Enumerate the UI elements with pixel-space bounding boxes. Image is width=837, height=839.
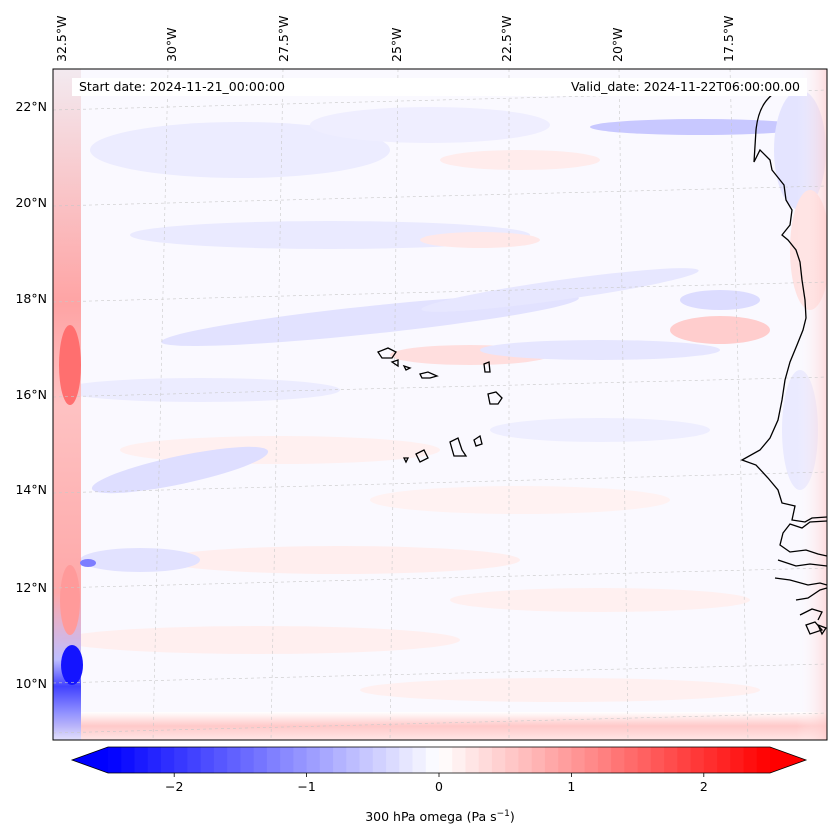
lat-label-20n: 20°N [15,195,47,210]
colorbar-cell [584,747,599,773]
colorbar-cell [491,747,506,773]
colorbar-cell [253,747,268,773]
lon-label-20w: 20°W [610,27,625,62]
colorbar-cell [703,747,718,773]
colorbar-cell [134,747,149,773]
colorbar-cell [293,747,307,773]
lat-label-10n: 10°N [15,676,47,691]
colorbar-cell [439,747,453,773]
colorbar-cell [544,747,559,773]
colorbar-cell [690,747,705,773]
colorbar-cell [743,747,758,773]
colorbar-cell [174,747,188,773]
colorbar-cell [266,747,281,773]
colorbar-cell [147,747,162,773]
lat-label-14n: 14°N [15,482,47,497]
colorbar-ticks: −2 −1 0 1 2 [165,773,708,794]
colorbar-cell [650,747,665,773]
colorbar-cell [399,747,413,773]
colorbar-cell [425,747,440,773]
colorbar-cell [213,747,228,773]
colorbar-cell [280,747,294,773]
colorbar-cell [624,747,638,773]
colorbar-cell [677,747,691,773]
lon-label-25w: 25°W [389,27,404,62]
colorbar-cell [187,747,202,773]
colorbar-cell [306,747,321,773]
colorbar-cell [200,747,215,773]
colorbar-tick-label: 1 [567,779,575,794]
colorbar-cell [571,747,586,773]
colorbar-cell [412,747,427,773]
colorbar-cell [240,747,255,773]
colorbar-cell [465,747,480,773]
colorbar-outline [70,746,808,774]
map-frame [52,68,828,741]
graticule [53,69,827,740]
colorbar-cell [756,747,771,773]
colorbar-cell [227,747,241,773]
coastline [377,84,827,636]
colorbar-cell [372,747,387,773]
lon-label-22-5w: 22.5°W [499,16,514,62]
colorbar: −2 −1 0 1 2 300 hPa omega (Pa s−1) [70,746,808,824]
colorbar-max-extend [770,747,806,773]
colorbar-cell [558,747,572,773]
colorbar-cell [717,747,731,773]
colorbar-title: 300 hPa omega (Pa s−1) [365,809,515,824]
colorbar-cell [637,747,652,773]
lon-label-27-5w: 27.5°W [276,16,291,62]
colorbar-tick-label: 2 [700,779,708,794]
colorbar-min-extend [72,747,108,773]
colorbar-cell [730,747,744,773]
lon-label-30w: 30°W [164,27,179,62]
colorbar-cell [359,747,374,773]
colorbar-cell [518,747,533,773]
colorbar-cell [597,747,612,773]
colorbar-cell [531,747,546,773]
colorbar-cell [160,747,175,773]
lat-label-18n: 18°N [15,291,47,306]
lat-label-12n: 12°N [15,580,47,595]
colorbar-cell [121,747,135,773]
lat-label-22n: 22°N [15,99,47,114]
colorbar-cell [478,747,493,773]
lon-label-32-5w: 32.5°W [54,16,69,62]
colorbar-cell [664,747,678,773]
colorbar-cell [452,747,466,773]
colorbar-tick-label: −1 [297,779,315,794]
colorbar-cell [333,747,347,773]
omega-field [53,69,827,740]
colorbar-cell [611,747,625,773]
valid-date-label: Valid_date: 2024-11-22T06:00:00.00 [571,79,800,94]
colorbar-cell [319,747,334,773]
colorbar-tick-label: 0 [435,779,443,794]
colorbar-cell [108,747,122,773]
colorbar-cell [346,747,360,773]
start-date-label: Start date: 2024-11-21_00:00:00 [79,79,285,94]
lon-label-17-5w: 17.5°W [721,16,736,62]
info-bar [72,78,807,96]
colorbar-tick-label: −2 [165,779,183,794]
colorbar-cell [505,747,519,773]
colorbar-cells [108,747,771,773]
colorbar-cell [386,747,400,773]
lat-label-16n: 16°N [15,387,47,402]
